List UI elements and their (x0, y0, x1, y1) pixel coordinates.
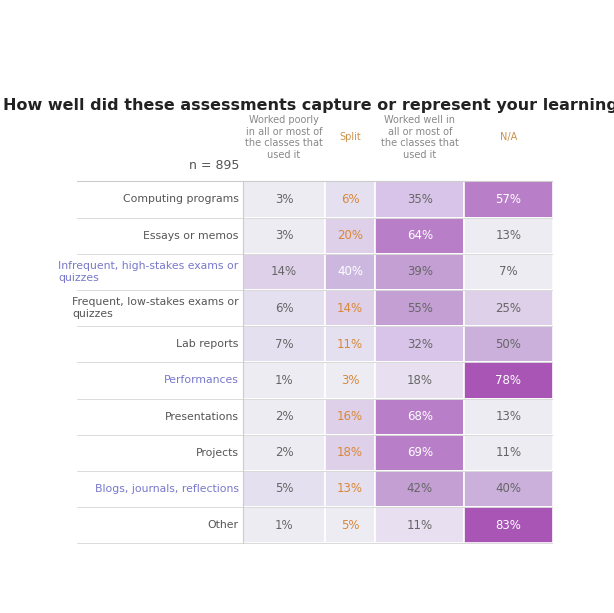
Bar (464, 181, 553, 218)
Bar (243, 181, 325, 218)
Bar (243, 218, 325, 254)
Bar (375, 362, 464, 398)
Text: 78%: 78% (495, 374, 521, 387)
Bar (375, 398, 464, 435)
Text: 11%: 11% (406, 519, 433, 531)
Text: 35%: 35% (406, 193, 433, 206)
Text: 20%: 20% (337, 229, 363, 242)
Bar (325, 254, 375, 290)
Text: 3%: 3% (275, 193, 293, 206)
Text: Computing programs: Computing programs (123, 194, 239, 205)
Text: Performances: Performances (164, 375, 239, 386)
Bar (325, 326, 375, 362)
Text: 64%: 64% (406, 229, 433, 242)
Bar (375, 435, 464, 471)
Text: 40%: 40% (337, 265, 363, 278)
Text: 7%: 7% (274, 338, 293, 351)
Text: Worked well in
all or most of
the classes that
used it: Worked well in all or most of the classe… (381, 115, 459, 160)
Text: Infrequent, high-stakes exams or
quizzes: Infrequent, high-stakes exams or quizzes (58, 261, 239, 283)
Text: 18%: 18% (406, 374, 433, 387)
Bar (464, 326, 553, 362)
Bar (325, 471, 375, 507)
Bar (464, 435, 553, 471)
Text: 6%: 6% (274, 302, 293, 314)
Bar (243, 326, 325, 362)
Bar (325, 181, 375, 218)
Bar (243, 507, 325, 543)
Text: 16%: 16% (337, 410, 363, 423)
Bar (243, 362, 325, 398)
Text: 14%: 14% (337, 302, 363, 314)
Bar (243, 398, 325, 435)
Bar (464, 254, 553, 290)
Bar (375, 471, 464, 507)
Text: How well did these assessments capture or represent your learning?: How well did these assessments capture o… (2, 98, 614, 113)
Bar (375, 181, 464, 218)
Text: 13%: 13% (337, 482, 363, 495)
Text: 13%: 13% (495, 229, 521, 242)
Text: 40%: 40% (495, 482, 521, 495)
Bar (464, 507, 553, 543)
Bar (375, 507, 464, 543)
Bar (243, 254, 325, 290)
Text: 50%: 50% (495, 338, 521, 351)
Bar (325, 398, 375, 435)
Text: 1%: 1% (274, 374, 293, 387)
Text: 5%: 5% (341, 519, 359, 531)
Text: 11%: 11% (337, 338, 363, 351)
Bar (375, 218, 464, 254)
Text: 55%: 55% (406, 302, 433, 314)
Text: 6%: 6% (341, 193, 359, 206)
Bar (325, 362, 375, 398)
Text: n = 895: n = 895 (189, 159, 239, 172)
Bar (325, 435, 375, 471)
Text: 13%: 13% (495, 410, 521, 423)
Text: 11%: 11% (495, 446, 521, 459)
Text: N/A: N/A (500, 132, 517, 142)
Text: Presentations: Presentations (165, 411, 239, 422)
Bar (464, 290, 553, 326)
Bar (243, 471, 325, 507)
Text: 42%: 42% (406, 482, 433, 495)
Bar (464, 398, 553, 435)
Text: Projects: Projects (196, 447, 239, 458)
Text: 32%: 32% (406, 338, 433, 351)
Text: Worked poorly
in all or most of
the classes that
used it: Worked poorly in all or most of the clas… (245, 115, 323, 160)
Text: Other: Other (208, 520, 239, 530)
Text: 3%: 3% (341, 374, 359, 387)
Text: 57%: 57% (495, 193, 521, 206)
Bar (243, 290, 325, 326)
Bar (325, 290, 375, 326)
Text: Essays or memos: Essays or memos (143, 230, 239, 241)
Text: 18%: 18% (337, 446, 363, 459)
Text: 7%: 7% (499, 265, 518, 278)
Text: 3%: 3% (275, 229, 293, 242)
Text: 68%: 68% (406, 410, 433, 423)
Bar (375, 290, 464, 326)
Bar (375, 326, 464, 362)
Bar (464, 362, 553, 398)
Text: 5%: 5% (275, 482, 293, 495)
Text: 1%: 1% (274, 519, 293, 531)
Text: 14%: 14% (271, 265, 297, 278)
Text: Blogs, journals, reflections: Blogs, journals, reflections (95, 484, 239, 494)
Bar (464, 218, 553, 254)
Bar (243, 435, 325, 471)
Text: Lab reports: Lab reports (176, 339, 239, 349)
Bar (325, 218, 375, 254)
Text: 2%: 2% (274, 446, 293, 459)
Text: 25%: 25% (495, 302, 521, 314)
Text: 69%: 69% (406, 446, 433, 459)
Text: 2%: 2% (274, 410, 293, 423)
Bar (375, 254, 464, 290)
Text: Split: Split (339, 132, 361, 142)
Text: 83%: 83% (495, 519, 521, 531)
Text: 39%: 39% (406, 265, 433, 278)
Bar (325, 507, 375, 543)
Text: Frequent, low-stakes exams or
quizzes: Frequent, low-stakes exams or quizzes (72, 297, 239, 319)
Bar (464, 471, 553, 507)
